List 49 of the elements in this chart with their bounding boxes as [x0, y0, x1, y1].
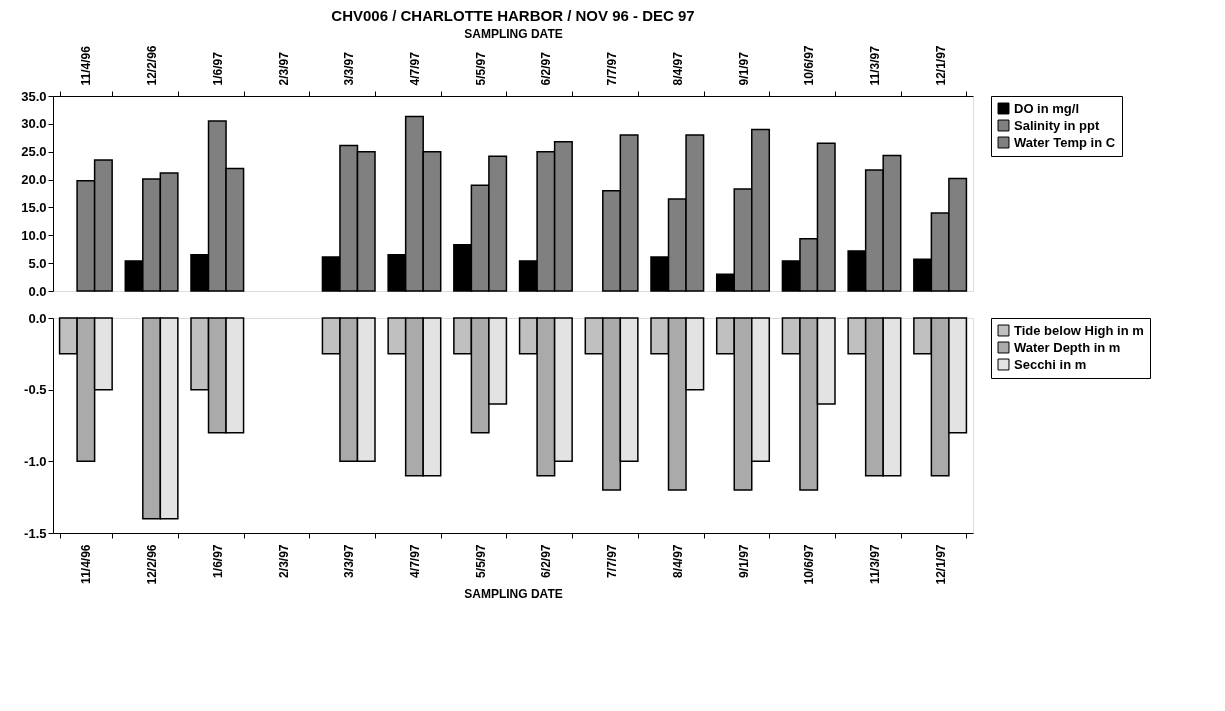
x-tick-label: 4/7/97	[407, 544, 422, 578]
x-tick-label: 6/2/97	[539, 51, 554, 86]
legend-label: DO in mg/l	[1014, 100, 1079, 116]
x-tick-label: 12/1/97	[933, 544, 948, 585]
x-tick-label: 6/2/97	[539, 544, 554, 578]
x-tick-label: 9/1/97	[736, 544, 751, 578]
x-tick-label: 1/6/97	[210, 544, 225, 578]
chart-title: CHV006 / CHARLOTTE HARBOR / NOV 96 - DEC 97	[331, 6, 695, 24]
x-tick-label: 11/3/97	[867, 544, 882, 584]
x-axis-title: SAMPLING DATE	[464, 586, 563, 601]
legend-label: Salinity in ppt	[1014, 117, 1100, 133]
x-tick-label: 8/4/97	[670, 51, 685, 86]
y-tick-label: 10.0	[21, 227, 47, 243]
x-tick-label: 5/5/97	[473, 51, 488, 86]
legend-label: Water Depth in m	[1014, 339, 1121, 355]
x-tick-label: 2/3/97	[276, 544, 291, 578]
x-tick-label: 10/6/97	[802, 45, 817, 86]
legend-label: Secchi in m	[1014, 356, 1087, 372]
x-tick-label: 7/7/97	[605, 544, 620, 578]
x-tick-label: 11/3/97	[867, 45, 882, 86]
y-tick-label: 20.0	[21, 172, 47, 188]
y-tick-label: 0.0	[28, 283, 47, 299]
y-tick-label: 5.0	[28, 255, 47, 271]
y-tick-label: 0.0	[28, 310, 47, 326]
y-tick-label: -1.5	[24, 525, 47, 541]
y-tick-label: -1.0	[24, 453, 47, 469]
legend-label: Water Temp in C	[1014, 134, 1116, 150]
x-tick-label: 12/2/96	[145, 544, 160, 585]
y-tick-label: 30.0	[21, 116, 47, 132]
x-tick-label: 3/3/97	[342, 544, 357, 578]
x-tick-label: 11/4/96	[79, 45, 94, 86]
x-tick-label: 5/5/97	[473, 544, 488, 578]
y-tick-label: 25.0	[21, 144, 47, 160]
x-tick-label: 1/6/97	[210, 51, 225, 86]
x-tick-label: 8/4/97	[670, 544, 685, 578]
legend-label: Tide below High in m	[1014, 322, 1144, 338]
x-axis-title: SAMPLING DATE	[464, 27, 563, 42]
y-tick-label: 35.0	[21, 88, 47, 104]
x-tick-label: 12/1/97	[933, 45, 948, 86]
y-tick-label: -0.5	[24, 382, 47, 398]
x-tick-label: 10/6/97	[802, 544, 817, 585]
x-tick-label: 4/7/97	[407, 51, 422, 86]
x-tick-label: 2/3/97	[276, 51, 291, 86]
x-tick-label: 11/4/96	[79, 544, 94, 584]
x-tick-label: 3/3/97	[342, 51, 357, 86]
x-tick-label: 12/2/96	[145, 45, 160, 86]
x-tick-label: 9/1/97	[736, 51, 751, 86]
x-tick-label: 7/7/97	[605, 51, 620, 86]
y-tick-label: 15.0	[21, 199, 47, 215]
